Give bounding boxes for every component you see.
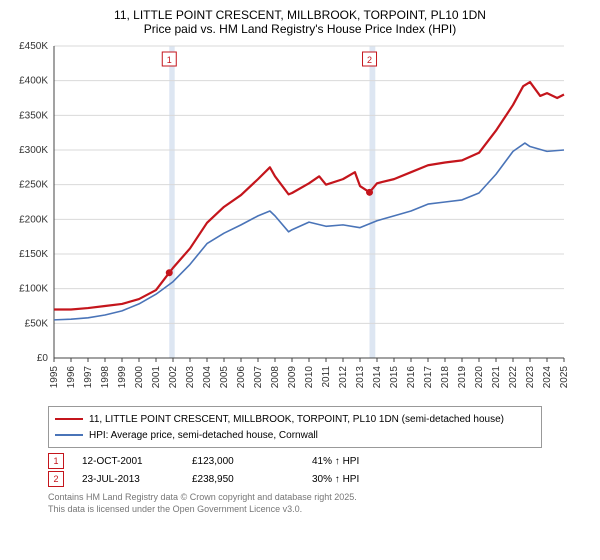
sale-row: 1 12-OCT-2001£123,00041% ↑ HPI bbox=[48, 452, 592, 470]
svg-text:£100K: £100K bbox=[19, 284, 48, 295]
line-chart: £0 £50K £100K £150K £200K £250K £300K £350K £400… bbox=[8, 40, 568, 400]
svg-text:2018: 2018 bbox=[440, 366, 451, 389]
svg-text:2008: 2008 bbox=[270, 366, 281, 389]
sale-date: 23-JUL-2013 bbox=[82, 474, 192, 485]
chart-area: £0 £50K £100K £150K £200K £250K £300K £350K £400… bbox=[8, 40, 592, 400]
svg-text:£300K: £300K bbox=[19, 145, 48, 156]
svg-text:2011: 2011 bbox=[321, 366, 332, 388]
svg-text:2019: 2019 bbox=[457, 366, 468, 389]
svg-text:£0: £0 bbox=[37, 353, 49, 364]
svg-text:2006: 2006 bbox=[236, 366, 247, 389]
svg-text:2020: 2020 bbox=[474, 366, 485, 389]
sales-table: 1 12-OCT-2001£123,00041% ↑ HPI 2 23-JUL-201… bbox=[48, 452, 592, 488]
svg-text:£400K: £400K bbox=[19, 76, 48, 87]
svg-text:2021: 2021 bbox=[491, 366, 502, 389]
svg-text:2014: 2014 bbox=[372, 366, 383, 389]
legend-label: HPI: Average price, semi-detached house,… bbox=[89, 430, 318, 441]
svg-text:2012: 2012 bbox=[338, 366, 349, 389]
svg-text:1997: 1997 bbox=[83, 366, 94, 389]
svg-text:1996: 1996 bbox=[66, 366, 77, 389]
svg-text:2007: 2007 bbox=[253, 366, 264, 389]
svg-text:2016: 2016 bbox=[406, 366, 417, 389]
svg-text:2000: 2000 bbox=[134, 366, 145, 389]
footnote: Contains HM Land Registry data © Crown c… bbox=[48, 492, 592, 515]
svg-text:2017: 2017 bbox=[423, 366, 434, 389]
legend: 11, LITTLE POINT CRESCENT, MILLBROOK, TO… bbox=[48, 406, 542, 448]
svg-text:1: 1 bbox=[167, 55, 172, 65]
svg-text:£350K: £350K bbox=[19, 110, 48, 121]
sale-hpi: 30% ↑ HPI bbox=[312, 474, 432, 485]
svg-text:1998: 1998 bbox=[100, 366, 111, 389]
svg-text:2001: 2001 bbox=[151, 366, 162, 389]
svg-text:2013: 2013 bbox=[355, 366, 366, 389]
svg-text:2015: 2015 bbox=[389, 366, 400, 389]
svg-text:£150K: £150K bbox=[19, 249, 48, 260]
sale-price: £123,000 bbox=[192, 456, 312, 467]
svg-text:2004: 2004 bbox=[202, 366, 213, 389]
legend-label: 11, LITTLE POINT CRESCENT, MILLBROOK, TO… bbox=[89, 414, 504, 425]
svg-text:1995: 1995 bbox=[49, 366, 60, 389]
svg-text:2009: 2009 bbox=[287, 366, 298, 389]
sale-row: 2 23-JUL-2013£238,95030% ↑ HPI bbox=[48, 470, 592, 488]
sale-hpi: 41% ↑ HPI bbox=[312, 456, 432, 467]
svg-text:2022: 2022 bbox=[508, 366, 519, 389]
sale-marker: 1 bbox=[48, 453, 64, 469]
svg-text:2024: 2024 bbox=[542, 366, 553, 389]
sale-marker: 2 bbox=[48, 471, 64, 487]
svg-text:£200K: £200K bbox=[19, 214, 48, 225]
svg-text:2003: 2003 bbox=[185, 366, 196, 389]
svg-text:£450K: £450K bbox=[19, 41, 48, 52]
svg-text:1999: 1999 bbox=[117, 366, 128, 389]
footnote-line2: This data is licensed under the Open Gov… bbox=[48, 504, 592, 516]
legend-swatch bbox=[55, 418, 83, 420]
svg-text:2: 2 bbox=[367, 55, 372, 65]
svg-text:£250K: £250K bbox=[19, 180, 48, 191]
chart-title: 11, LITTLE POINT CRESCENT, MILLBROOK, TO… bbox=[8, 8, 592, 36]
legend-row: HPI: Average price, semi-detached house,… bbox=[55, 427, 535, 443]
title-subtitle: Price paid vs. HM Land Registry's House … bbox=[8, 22, 592, 36]
svg-text:2010: 2010 bbox=[304, 366, 315, 389]
legend-swatch bbox=[55, 434, 83, 436]
footnote-line1: Contains HM Land Registry data © Crown c… bbox=[48, 492, 592, 504]
legend-row: 11, LITTLE POINT CRESCENT, MILLBROOK, TO… bbox=[55, 411, 535, 427]
svg-text:2025: 2025 bbox=[559, 366, 568, 389]
sale-date: 12-OCT-2001 bbox=[82, 456, 192, 467]
svg-text:2002: 2002 bbox=[168, 366, 179, 389]
sale-price: £238,950 bbox=[192, 474, 312, 485]
title-address: 11, LITTLE POINT CRESCENT, MILLBROOK, TO… bbox=[8, 8, 592, 22]
svg-text:£50K: £50K bbox=[25, 318, 49, 329]
svg-text:2023: 2023 bbox=[525, 366, 536, 389]
svg-text:2005: 2005 bbox=[219, 366, 230, 389]
